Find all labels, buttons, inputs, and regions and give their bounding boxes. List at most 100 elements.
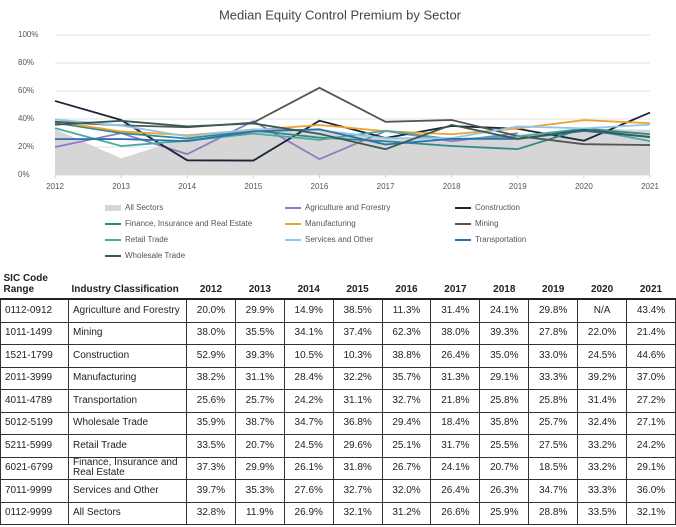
- table-cell: Mining: [68, 321, 187, 345]
- table-cell: 26.9%: [283, 501, 334, 525]
- table-cell: 5012-5199: [0, 411, 69, 435]
- x-tick-label: 2017: [377, 182, 395, 191]
- line: [54, 119, 651, 137]
- legend-label: Agriculture and Forestry: [305, 203, 390, 212]
- data-table: SIC Code Range Industry Classification 201…: [0, 265, 676, 525]
- table-cell: 29.9%: [234, 456, 285, 480]
- table-cell: 31.4%: [577, 389, 628, 413]
- legend-item: Manufacturing: [285, 219, 356, 228]
- header-cell: 2018: [479, 265, 529, 300]
- table-cell: 24.5%: [283, 434, 334, 458]
- table-cell: 26.1%: [283, 456, 334, 480]
- table-row: 1011-1499 Mining 38.0% 35.5% 34.1% 37.4% 62.3%…: [0, 321, 676, 345]
- table-cell: 62.3%: [381, 321, 432, 345]
- table-cell: 20.7%: [479, 456, 530, 480]
- table-cell: 35.8%: [479, 411, 530, 435]
- y-tick-label: 20%: [18, 142, 34, 151]
- table-row: 2011-3999 Manufacturing 38.2% 31.1% 28.4% 32.…: [0, 366, 676, 390]
- table-cell: Finance, Insurance and Real Estate: [68, 456, 187, 480]
- table-cell: 38.0%: [430, 321, 481, 345]
- header-cell: 2021: [626, 265, 676, 300]
- x-tick-label: 2013: [112, 182, 130, 191]
- table-cell: 10.5%: [283, 344, 334, 368]
- table-cell: Transportation: [68, 389, 187, 413]
- table-cell: 35.9%: [186, 411, 236, 435]
- table-cell: 33.5%: [577, 501, 628, 525]
- table-cell: 31.3%: [430, 366, 481, 390]
- table-cell: 27.2%: [626, 389, 676, 413]
- table-cell: Agriculture and Forestry: [68, 298, 187, 323]
- table-cell: 21.4%: [626, 321, 676, 345]
- table-cell: 20.0%: [186, 298, 236, 323]
- legend-item: Transportation: [455, 235, 526, 244]
- x-tick-label: 2020: [575, 182, 593, 191]
- legend-label: Mining: [475, 219, 499, 228]
- table-cell: 25.8%: [528, 389, 579, 413]
- legend-label: Finance, Insurance and Real Estate: [125, 219, 253, 228]
- table-cell: 31.1%: [234, 366, 285, 390]
- table-cell: 31.2%: [381, 501, 432, 525]
- table-cell: 29.1%: [626, 456, 676, 480]
- table-cell: 38.0%: [186, 321, 236, 345]
- table-row: 5012-5199 Wholesale Trade 35.9% 38.7% 34.7% 3…: [0, 411, 676, 435]
- legend-label: Retail Trade: [125, 235, 169, 244]
- table-cell: 31.7%: [430, 434, 481, 458]
- line: [54, 118, 651, 140]
- table-cell: 22.0%: [577, 321, 628, 345]
- table-cell: 33.5%: [186, 434, 236, 458]
- table-cell: 33.2%: [577, 434, 628, 458]
- x-tick-label: 2015: [244, 182, 262, 191]
- table-cell: 31.8%: [332, 456, 383, 480]
- table-cell: 5211-5999: [0, 434, 69, 458]
- table-cell: 11.3%: [381, 298, 432, 323]
- chart: Median Equity Control Premium by Sector …: [18, 7, 659, 260]
- table-cell: 6021-6799: [0, 456, 69, 480]
- table-cell: 29.8%: [528, 298, 579, 323]
- table-cell: 44.6%: [626, 344, 676, 368]
- legend-item: Wholesale Trade: [105, 251, 186, 260]
- table-cell: 33.2%: [577, 456, 628, 480]
- table-cell: 27.5%: [528, 434, 579, 458]
- legend-label: Manufacturing: [305, 219, 356, 228]
- header-cell: 2019: [528, 265, 578, 300]
- table-cell: 1011-1499: [0, 321, 69, 345]
- y-tick-label: 0%: [18, 170, 30, 179]
- table-cell: 24.1%: [479, 298, 530, 323]
- table-cell: 35.0%: [479, 344, 530, 368]
- header-cell: 2014: [284, 265, 334, 300]
- table-cell: 24.5%: [577, 344, 628, 368]
- table-cell: 35.3%: [234, 479, 285, 503]
- legend-item: Finance, Insurance and Real Estate: [105, 219, 253, 228]
- table-cell: Wholesale Trade: [68, 411, 187, 435]
- y-tick-label: 100%: [18, 30, 38, 39]
- table-cell: 32.0%: [381, 479, 432, 503]
- table-cell: 18.4%: [430, 411, 481, 435]
- header-cell: 2013: [235, 265, 285, 300]
- table-cell: 14.9%: [283, 298, 334, 323]
- table-cell: 39.3%: [234, 344, 285, 368]
- table-cell: 29.1%: [479, 366, 530, 390]
- legend-label: All Sectors: [125, 203, 163, 212]
- table-cell: 32.8%: [186, 501, 236, 525]
- y-tick-label: 80%: [18, 58, 34, 67]
- line: [54, 121, 651, 151]
- legend-label: Wholesale Trade: [125, 251, 186, 260]
- table-cell: 34.7%: [528, 479, 579, 503]
- table-cell: 26.7%: [381, 456, 432, 480]
- table-cell: 25.6%: [186, 389, 236, 413]
- legend-item: Construction: [455, 203, 520, 212]
- header-cell: 2012: [186, 265, 236, 300]
- x-tick-label: 2014: [178, 182, 196, 191]
- table-cell: 33.3%: [577, 479, 628, 503]
- table-cell: 37.4%: [332, 321, 383, 345]
- header-cell: 2015: [333, 265, 383, 300]
- table-cell: 35.7%: [381, 366, 432, 390]
- x-tick-label: 2018: [443, 182, 461, 191]
- table-cell: 25.9%: [479, 501, 530, 525]
- table-cell: 18.5%: [528, 456, 579, 480]
- table-row: 0112-9999 All Sectors 32.8% 11.9% 26.9% 32.1%…: [0, 501, 676, 525]
- table-cell: 21.8%: [430, 389, 481, 413]
- table-row: 1521-1799 Construction 52.9% 39.3% 10.5% 10.3…: [0, 344, 676, 368]
- x-tick-label: 2021: [641, 182, 659, 191]
